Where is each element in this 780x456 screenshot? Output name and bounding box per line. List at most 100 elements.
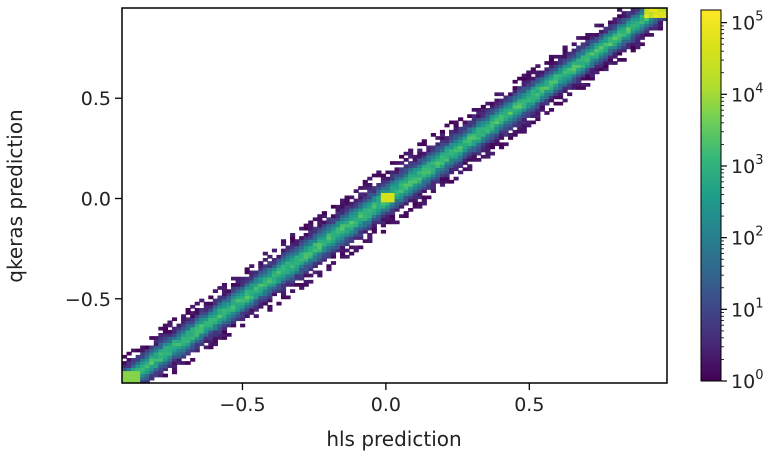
heatmap-cell: [494, 101, 500, 106]
heatmap-cell: [399, 170, 405, 175]
heatmap-cell: [353, 233, 359, 237]
heatmap-cell: [394, 201, 400, 206]
heatmap-cell: [353, 204, 359, 209]
heatmap-cell: [194, 333, 200, 337]
heatmap-cell: [417, 167, 423, 172]
heatmap-cell: [403, 179, 409, 184]
heatmap-cell: [221, 283, 228, 287]
heatmap-cell: [558, 89, 564, 93]
heatmap-cell: [453, 133, 459, 137]
heatmap-cell: [235, 308, 241, 312]
heatmap-cell: [489, 108, 496, 112]
heatmap-cell: [294, 264, 300, 268]
heatmap-cell: [344, 198, 350, 203]
heatmap-cell: [308, 248, 314, 253]
heatmap-cell: [340, 226, 346, 231]
heatmap-cell: [458, 148, 464, 153]
heatmap-cell: [371, 208, 377, 212]
heatmap-cell: [290, 270, 296, 275]
heatmap-cell: [376, 201, 382, 206]
heatmap-cell: [530, 70, 536, 75]
heatmap-cell: [508, 126, 514, 131]
heatmap-cell: [435, 161, 441, 165]
heatmap-cell: [408, 192, 414, 197]
heatmap-cell: [394, 170, 400, 175]
heatmap-cell: [417, 164, 423, 168]
heatmap-cell: [503, 129, 509, 134]
heatmap-cell: [585, 33, 591, 37]
heatmap-cell: [308, 264, 314, 268]
heatmap-cell: [603, 54, 609, 59]
heatmap-cell: [262, 298, 268, 303]
heatmap-cell: [476, 111, 482, 115]
heatmap-cell: [181, 339, 187, 343]
heatmap-cell: [276, 264, 282, 268]
heatmap-cell: [653, 20, 659, 25]
heatmap-cell: [367, 217, 373, 222]
heatmap-cell: [635, 29, 641, 34]
heatmap-cell: [249, 279, 255, 284]
heatmap-cell: [508, 133, 514, 137]
heatmap-cell: [317, 239, 323, 243]
heatmap-cell: [244, 292, 250, 297]
heatmap-cell: [421, 186, 427, 190]
heatmap-cell: [335, 233, 341, 237]
heatmap-cell: [376, 183, 382, 187]
heatmap-cell: [403, 176, 409, 181]
heatmap-cell: [553, 89, 559, 93]
heatmap-cell: [330, 217, 337, 222]
heatmap-cell: [290, 261, 296, 265]
heatmap-cell: [190, 320, 196, 325]
heatmap-cell: [385, 195, 391, 200]
heatmap-cell: [362, 192, 368, 197]
heatmap-cell: [535, 117, 541, 122]
heatmap-cell: [367, 211, 373, 215]
heatmap-cell: [417, 183, 423, 187]
heatmap-cell: [467, 139, 473, 143]
heatmap-cell: [240, 323, 246, 328]
heatmap-cell: [167, 358, 173, 362]
heatmap-cell: [526, 79, 532, 84]
heatmap-cell: [621, 45, 627, 50]
heatmap-cell: [149, 370, 155, 375]
heatmap-cell: [498, 136, 505, 140]
heatmap-cell: [626, 23, 632, 28]
heatmap-cell: [212, 289, 218, 293]
heatmap-cell: [458, 117, 464, 122]
heatmap-cell: [317, 258, 323, 262]
heatmap-cell: [140, 348, 146, 353]
heatmap-cell: [503, 101, 509, 106]
heatmap-cell: [467, 126, 473, 131]
heatmap-cell: [235, 289, 241, 293]
heatmap-cell: [326, 229, 332, 234]
heatmap-cell: [221, 292, 228, 297]
heatmap-cell: [412, 164, 418, 168]
heatmap-cell: [135, 376, 141, 381]
heatmap-cell: [312, 251, 318, 256]
heatmap-cell: [353, 248, 359, 253]
heatmap-cell: [607, 45, 614, 50]
heatmap-cell: [453, 167, 459, 172]
heatmap-cell: [435, 142, 441, 147]
heatmap-cell: [539, 98, 545, 103]
heatmap-cell: [308, 254, 314, 259]
heatmap-cell: [480, 111, 486, 115]
heatmap-cell: [389, 189, 396, 193]
heatmap-cell: [253, 295, 259, 300]
heatmap-cell: [594, 39, 600, 43]
heatmap-cell: [403, 170, 409, 175]
heatmap-cell: [140, 351, 146, 356]
heatmap-cell: [303, 261, 309, 265]
heatmap-cell: [153, 336, 159, 340]
heatmap-cell: [530, 104, 536, 109]
heatmap-cell: [380, 214, 387, 218]
heatmap-cell: [598, 36, 605, 40]
heatmap-cell: [185, 333, 191, 337]
heatmap-cell: [494, 108, 500, 112]
heatmap-cell: [299, 236, 305, 240]
heatmap-cell: [199, 326, 205, 331]
heatmap-cell: [662, 8, 668, 12]
heatmap-cell: [439, 179, 446, 184]
heatmap-cell: [203, 311, 209, 315]
heatmap-cell: [126, 361, 132, 365]
